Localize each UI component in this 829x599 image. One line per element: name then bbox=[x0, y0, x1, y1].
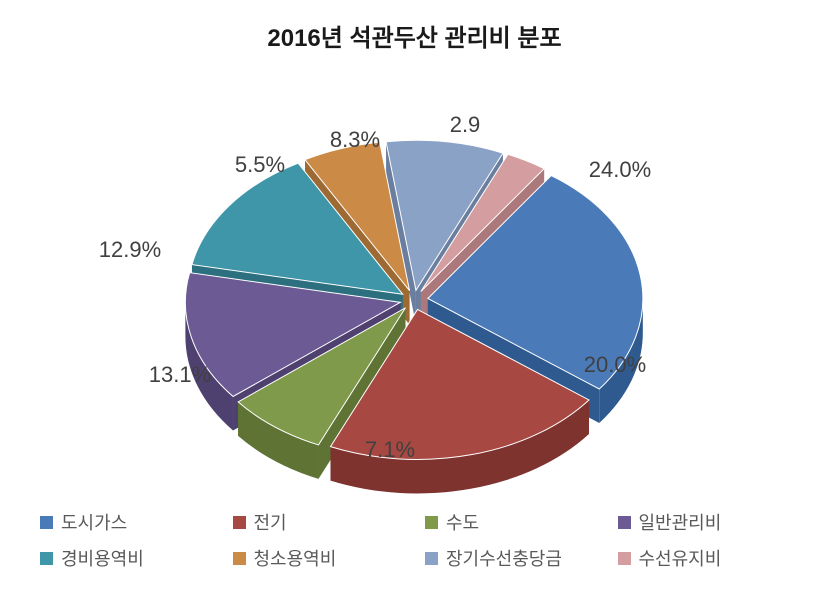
slice-label: 20.0% bbox=[584, 352, 646, 378]
legend-swatch bbox=[233, 552, 246, 565]
legend: 도시가스 전기 수도 일반관리비경비용역비 청소용역비 장기수선충당금 수선유지비 bbox=[40, 509, 800, 571]
slice-label: 8.3% bbox=[330, 127, 380, 153]
slice-label: 2.9 bbox=[450, 112, 481, 138]
legend-swatch bbox=[618, 516, 631, 529]
legend-label: 경비용역비 bbox=[61, 545, 144, 571]
legend-item: 일반관리비 bbox=[618, 509, 801, 535]
legend-label: 도시가스 bbox=[61, 509, 127, 535]
legend-swatch bbox=[425, 552, 438, 565]
legend-label: 수도 bbox=[446, 509, 479, 535]
legend-label: 장기수선충당금 bbox=[446, 545, 562, 571]
legend-swatch bbox=[40, 552, 53, 565]
legend-item: 장기수선충당금 bbox=[425, 545, 608, 571]
legend-swatch bbox=[233, 516, 246, 529]
slice-label: 24.0% bbox=[589, 157, 651, 183]
legend-swatch bbox=[425, 516, 438, 529]
legend-item: 경비용역비 bbox=[40, 545, 223, 571]
legend-swatch bbox=[40, 516, 53, 529]
legend-swatch bbox=[618, 552, 631, 565]
slice-label: 12.9% bbox=[99, 237, 161, 263]
legend-item: 전기 bbox=[233, 509, 416, 535]
legend-label: 전기 bbox=[254, 509, 287, 535]
legend-item: 청소용역비 bbox=[233, 545, 416, 571]
slice-label: 13.1% bbox=[149, 362, 211, 388]
legend-label: 수선유지비 bbox=[639, 545, 722, 571]
legend-label: 일반관리비 bbox=[639, 509, 722, 535]
slice-label: 7.1% bbox=[365, 437, 415, 463]
legend-item: 도시가스 bbox=[40, 509, 223, 535]
legend-item: 수도 bbox=[425, 509, 608, 535]
legend-label: 청소용역비 bbox=[254, 545, 337, 571]
pie-chart: 24.0% 20.0% 7.1% 13.1% 12.9% 5.5% 8.3% 2.9 bbox=[0, 55, 829, 495]
legend-item: 수선유지비 bbox=[618, 545, 801, 571]
chart-title: 2016년 석관두산 관리비 분포 bbox=[0, 18, 829, 53]
slice-label: 5.5% bbox=[235, 152, 285, 178]
